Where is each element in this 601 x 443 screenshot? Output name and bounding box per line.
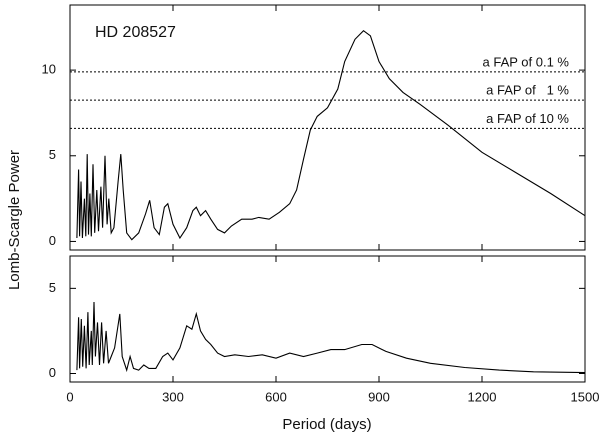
- top-panel-frame: [69, 4, 586, 251]
- x-tick-label: 1200: [468, 389, 497, 404]
- y-axis-label: Lomb-Scargle Power: [6, 150, 23, 290]
- x-tick-label: 900: [368, 389, 390, 404]
- y-tick-label: 10: [42, 62, 56, 77]
- x-tick-label: 600: [265, 389, 287, 404]
- power-line: [76, 29, 586, 241]
- fap-label: a FAP of 0.1 %: [483, 54, 570, 69]
- fap-label: a FAP of 1 %: [486, 83, 569, 98]
- x-axis-label: Period (days): [282, 416, 371, 433]
- y-tick-label: 5: [49, 280, 56, 295]
- bottom-panel-frame: [69, 255, 586, 383]
- x-tick-label: 0: [66, 389, 73, 404]
- x-tick-label: 1500: [571, 389, 600, 404]
- annotation: HD 208527: [95, 24, 176, 41]
- y-tick-label: 5: [49, 147, 56, 162]
- y-tick-label: 0: [49, 365, 56, 380]
- y-tick-label: 0: [49, 233, 56, 248]
- fap-label: a FAP of 10 %: [486, 111, 569, 126]
- power-line: [76, 301, 586, 374]
- x-tick-label: 300: [162, 389, 184, 404]
